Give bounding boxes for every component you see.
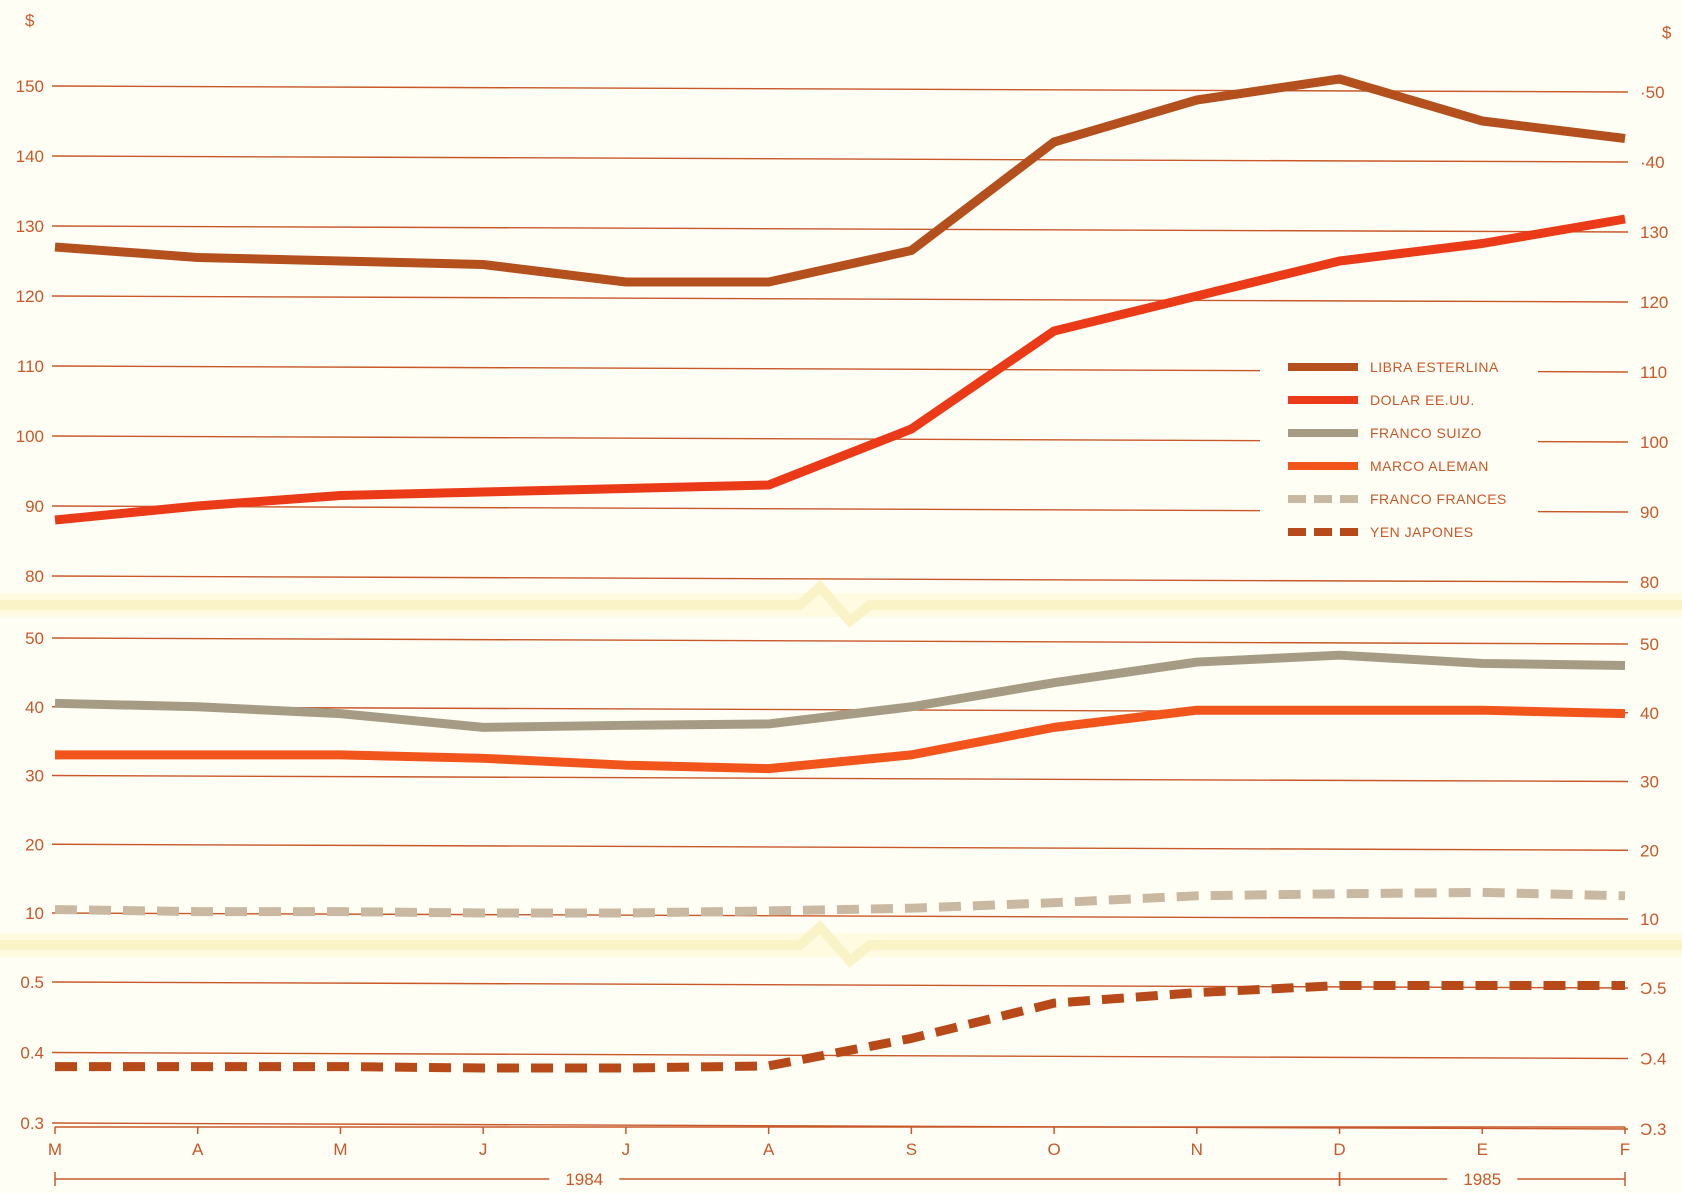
gridlines xyxy=(51,85,1629,1130)
y-tick-label-left: 100 xyxy=(16,427,44,446)
y-tick-label-right: 80 xyxy=(1640,573,1659,592)
series-line-dolar-ee-uu xyxy=(54,214,1626,525)
y-tick-label-right: Ɔ.4 xyxy=(1640,1050,1666,1069)
axis-break-zigzag xyxy=(0,579,1682,628)
legend-label: MARCO ALEMAN xyxy=(1370,458,1489,474)
y-tick-label-left: 0.5 xyxy=(20,973,44,992)
y-tick-label-right: ·40 xyxy=(1640,153,1665,172)
y-tick-label-right: 50 xyxy=(1640,635,1659,654)
y-tick-label-right: Ɔ.5 xyxy=(1640,979,1666,998)
gridline xyxy=(51,981,1629,989)
y-tick-label-right: 30 xyxy=(1640,773,1659,792)
series-lines xyxy=(54,74,1626,1073)
legend-label: FRANCO SUIZO xyxy=(1370,425,1482,441)
x-tick-label: J xyxy=(622,1140,631,1159)
x-tick-label: D xyxy=(1333,1140,1345,1159)
y-tick-label-right: 130 xyxy=(1640,223,1668,242)
y-tick-label-right: 40 xyxy=(1640,704,1659,723)
x-tick-label: A xyxy=(763,1140,775,1159)
gridline xyxy=(51,637,1629,645)
y-tick-label-left: 10 xyxy=(25,904,44,923)
period-label: 1984 xyxy=(565,1170,603,1189)
y-tick-label-right: ·50 xyxy=(1640,83,1665,102)
x-tick-label: O xyxy=(1047,1140,1060,1159)
legend-box xyxy=(1260,352,1538,552)
y-tick-label-left: 120 xyxy=(16,287,44,306)
y-tick-label-right: 110 xyxy=(1640,363,1667,382)
series-line-yen-japones xyxy=(55,981,1625,1073)
y-tick-label-right: 20 xyxy=(1640,841,1659,860)
x-tick-label: N xyxy=(1191,1140,1203,1159)
x-tick-label: S xyxy=(906,1140,917,1159)
gridline xyxy=(51,774,1629,783)
axis-break-zigzag xyxy=(0,919,1682,968)
legend: LIBRA ESTERLINA DOLAR EE.UU. FRANCO SUIZO M… xyxy=(1260,352,1538,552)
y-tick-label-left: 30 xyxy=(25,767,44,786)
y-tick-label-left: 130 xyxy=(16,217,44,236)
y-tick-label-left: 140 xyxy=(16,147,44,166)
series-line-marco-aleman xyxy=(55,705,1626,774)
series-line-franco-frances xyxy=(54,887,1626,918)
gridline xyxy=(51,155,1629,163)
y-tick-label-right: 10 xyxy=(1640,910,1659,929)
gridline xyxy=(51,1122,1629,1130)
legend-label: LIBRA ESTERLINA xyxy=(1370,359,1499,375)
legend-label: YEN JAPONES xyxy=(1370,524,1474,540)
y-tick-label-right: 100 xyxy=(1640,433,1668,452)
y-tick-label-left: 40 xyxy=(25,698,44,717)
y-tick-label-left: 0.4 xyxy=(20,1044,44,1063)
series-line-libra-esterlina xyxy=(54,74,1626,287)
y-tick-label-right: 90 xyxy=(1640,503,1659,522)
y-unit-label-left: $ xyxy=(25,11,35,30)
y-tick-label-left: 20 xyxy=(25,835,44,854)
gridline xyxy=(51,225,1629,233)
gridline xyxy=(51,575,1629,583)
x-tick-label: M xyxy=(48,1140,62,1159)
y-tick-label-left: 80 xyxy=(25,567,44,586)
y-tick-label-left: 90 xyxy=(25,497,44,516)
y-tick-label-left: 50 xyxy=(25,629,44,648)
x-axis: M A M J J A S O N D E F 1984 1985 xyxy=(48,1126,1630,1189)
y-axes: 80 80 90 90 100 100 110 110 120 120 130 130 140 ·40 15… xyxy=(16,11,1672,1139)
gridline xyxy=(51,843,1629,851)
x-tick-label: A xyxy=(192,1140,204,1159)
legend-label: FRANCO FRANCES xyxy=(1370,491,1507,507)
series-line-franco-suizo xyxy=(54,650,1626,732)
x-tick-label: F xyxy=(1620,1140,1630,1159)
y-tick-label-right: Ɔ.3 xyxy=(1640,1120,1666,1139)
period-label: 1985 xyxy=(1463,1170,1501,1189)
x-tick-label: M xyxy=(333,1140,347,1159)
y-unit-label-right: $ xyxy=(1662,23,1672,42)
gridline xyxy=(51,295,1629,303)
x-tick-label: J xyxy=(479,1140,488,1159)
y-tick-label-left: 150 xyxy=(16,77,44,96)
axis-break-bands xyxy=(0,579,1682,968)
legend-label: DOLAR EE.UU. xyxy=(1370,392,1475,408)
y-tick-label-right: 120 xyxy=(1640,293,1668,312)
y-tick-label-left: 110 xyxy=(17,357,44,376)
y-tick-label-left: 0.3 xyxy=(20,1114,44,1133)
x-tick-label: E xyxy=(1477,1140,1488,1159)
